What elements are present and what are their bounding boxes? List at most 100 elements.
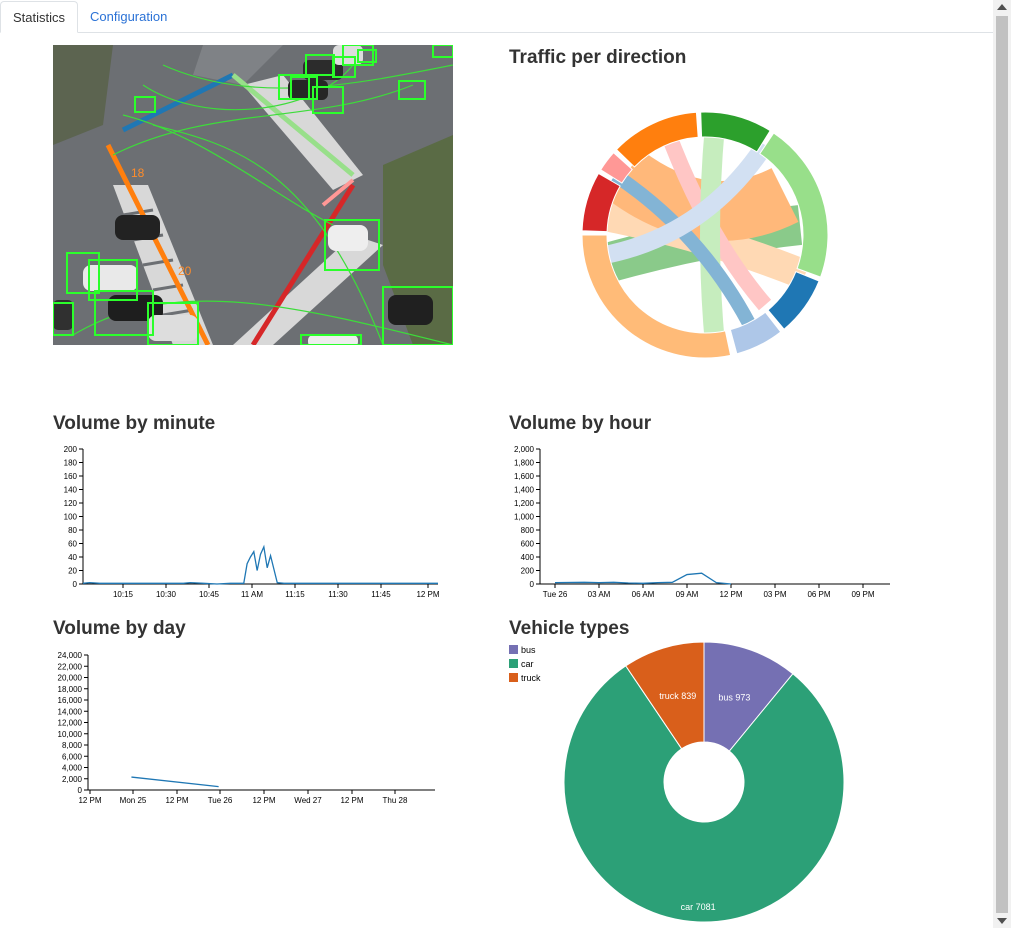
vertical-scrollbar[interactable]	[993, 0, 1011, 928]
y-tick-label: 22,000	[58, 662, 83, 671]
tab-bar: Statistics Configuration	[0, 0, 993, 33]
y-tick-label: 160	[64, 472, 78, 481]
y-tick-label: 1,000	[514, 513, 535, 522]
y-tick-label: 0	[73, 580, 78, 589]
camera-frame: 18 20	[53, 45, 453, 345]
x-tick-label: 11:15	[285, 590, 305, 599]
y-tick-label: 2,000	[62, 775, 83, 784]
y-tick-label: 140	[64, 486, 78, 495]
chord-arc	[759, 132, 829, 278]
x-tick-label: 12 PM	[340, 796, 363, 805]
camera-view: 18 20	[53, 45, 453, 345]
x-tick-label: Tue 26	[543, 590, 568, 599]
x-tick-label: 10:30	[156, 590, 177, 599]
traffic-chord-diagram	[581, 111, 829, 359]
y-tick-label: 400	[521, 553, 535, 562]
minute-line-chart: 0 20 40 60 80 100 120 140 160 180 200 10:15 10:30 10:…	[64, 445, 440, 599]
scroll-thumb[interactable]	[996, 16, 1008, 913]
x-tick-label: 12 PM	[719, 590, 742, 599]
day-title: Volume by day	[53, 618, 186, 639]
x-tick-label: 12 PM	[78, 796, 101, 805]
x-tick-label: Thu 28	[383, 796, 408, 805]
y-tick-label: 16,000	[58, 696, 83, 705]
traffic-title: Traffic per direction	[509, 47, 687, 68]
scroll-down-icon[interactable]	[997, 918, 1007, 924]
series-line	[131, 776, 219, 788]
tab-configuration[interactable]: Configuration	[90, 9, 168, 24]
x-tick-label: 09 PM	[851, 590, 874, 599]
x-tick-label: 10:15	[113, 590, 134, 599]
counter-label-2: 20	[178, 264, 192, 278]
chord-arc	[581, 172, 621, 233]
legend-label: bus	[521, 645, 536, 655]
y-tick-label: 20,000	[58, 674, 83, 683]
series-line	[82, 544, 438, 585]
y-tick-label: 10,000	[58, 730, 83, 739]
vehicle-donut-chart: bus car truck bus 973 car 7081 truck 839	[509, 641, 845, 923]
chord-ribbon	[603, 140, 773, 264]
chord-arcs	[581, 111, 829, 359]
legend-label: car	[521, 659, 534, 669]
y-tick-label: 200	[64, 445, 78, 454]
tab-statistics[interactable]: Statistics	[0, 1, 79, 33]
x-tick-label: 11:45	[371, 590, 391, 599]
x-tick-label: 11 AM	[241, 590, 263, 599]
hour-line-chart: 0 200 400 600 800 1,000 1,200 1,400 1,600 1,800 2,…	[514, 445, 890, 599]
x-tick-label: 12 PM	[252, 796, 275, 805]
donut-slice-label: car 7081	[681, 902, 716, 912]
scroll-up-icon[interactable]	[997, 4, 1007, 10]
y-tick-label: 1,800	[514, 459, 535, 468]
y-tick-label: 18,000	[58, 685, 83, 694]
x-tick-label: 09 AM	[676, 590, 699, 599]
y-tick-label: 6,000	[62, 752, 83, 761]
vehicle-title: Vehicle types	[509, 618, 630, 639]
x-tick-label: 12 PM	[165, 796, 188, 805]
chord-arc	[615, 111, 699, 168]
y-tick-label: 0	[78, 786, 83, 795]
y-tick-label: 20	[68, 567, 77, 576]
hour-title: Volume by hour	[509, 413, 652, 434]
chord-arc	[581, 234, 732, 359]
y-tick-label: 100	[64, 513, 78, 522]
chord-ribbon	[611, 169, 762, 339]
x-tick-label: Wed 27	[294, 796, 322, 805]
chord-arc	[767, 271, 820, 330]
y-tick-label: 40	[68, 553, 77, 562]
x-tick-label: 03 AM	[588, 590, 611, 599]
y-tick-label: 14,000	[58, 707, 83, 716]
y-tick-label: 1,600	[514, 472, 535, 481]
legend-label: truck	[521, 673, 541, 683]
x-tick-label: 11:30	[328, 590, 348, 599]
x-tick-label: 06 AM	[632, 590, 655, 599]
chord-arc	[729, 311, 782, 355]
chord-ribbon	[700, 124, 725, 346]
x-tick-label: Tue 26	[208, 796, 233, 805]
y-tick-label: 1,200	[514, 499, 535, 508]
donut-slice-label: bus 973	[718, 692, 750, 702]
legend-swatch	[509, 645, 518, 654]
legend-swatch	[509, 659, 518, 668]
x-tick-label: 10:45	[199, 590, 220, 599]
y-tick-label: 60	[68, 540, 77, 549]
x-tick-label: 06 PM	[807, 590, 830, 599]
x-tick-label: 12 PM	[416, 590, 439, 599]
y-tick-label: 4,000	[62, 764, 83, 773]
donut-slice	[563, 665, 845, 923]
y-tick-label: 120	[64, 499, 78, 508]
y-tick-label: 12,000	[58, 719, 83, 728]
series-line	[554, 572, 732, 585]
counter-label-1: 18	[131, 166, 145, 180]
x-tick-label: 03 PM	[763, 590, 786, 599]
y-tick-label: 1,400	[514, 486, 535, 495]
day-line-chart: 0 2,000 4,000 6,000 8,000 10,000 12,000 14,000 1…	[58, 651, 435, 805]
donut-slice-label: truck 839	[659, 691, 696, 701]
y-tick-label: 2,000	[514, 445, 535, 454]
y-tick-label: 8,000	[62, 741, 83, 750]
donut-slice	[625, 641, 705, 750]
y-tick-label: 80	[68, 526, 77, 535]
chord-arc	[600, 151, 633, 184]
y-tick-label: 200	[521, 567, 535, 576]
x-tick-label: Mon 25	[120, 796, 147, 805]
y-tick-label: 600	[521, 540, 535, 549]
chord-arc	[700, 111, 771, 153]
